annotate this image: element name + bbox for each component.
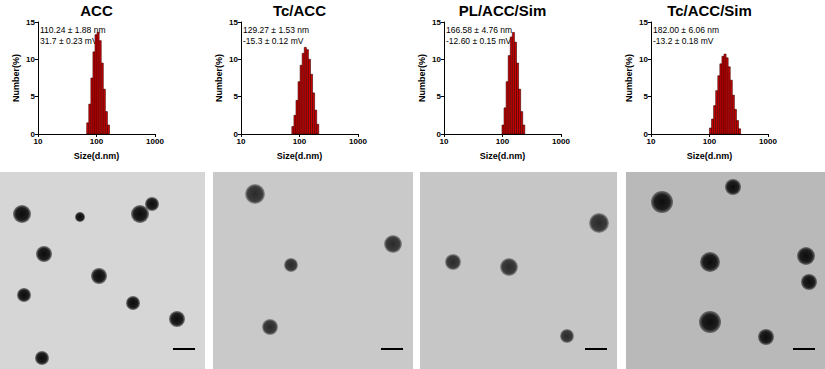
svg-text:Tc/ACC/Sim: Tc/ACC/Sim	[667, 2, 752, 19]
svg-text:-15.3 ± 0.12 mV: -15.3 ± 0.12 mV	[243, 36, 304, 46]
svg-text:15: 15	[432, 18, 441, 27]
svg-text:1000: 1000	[349, 137, 367, 146]
svg-text:5: 5	[644, 92, 649, 101]
svg-text:1000: 1000	[552, 137, 570, 146]
svg-text:-13.2 ± 0.18 mV: -13.2 ± 0.18 mV	[653, 36, 714, 46]
svg-text:100: 100	[90, 137, 104, 146]
svg-text:10: 10	[639, 55, 648, 64]
svg-text:10: 10	[229, 55, 238, 64]
svg-text:5: 5	[437, 92, 442, 101]
svg-text:Size(d.nm): Size(d.nm)	[74, 151, 120, 161]
svg-text:100: 100	[703, 137, 717, 146]
svg-text:10: 10	[237, 137, 246, 146]
svg-text:Tc/ACC: Tc/ACC	[273, 2, 326, 19]
svg-text:182.00 ± 6.06 nm: 182.00 ± 6.06 nm	[653, 25, 719, 35]
svg-text:5: 5	[31, 92, 36, 101]
svg-text:ACC: ACC	[80, 2, 113, 19]
svg-text:Size(d.nm): Size(d.nm)	[480, 151, 526, 161]
svg-text:Number(%): Number(%)	[214, 54, 224, 102]
svg-text:-12.60 ± 0.15 mV: -12.60 ± 0.15 mV	[446, 36, 511, 46]
svg-text:15: 15	[639, 18, 648, 27]
svg-text:Number(%): Number(%)	[624, 54, 634, 102]
svg-text:110.24 ± 1.88 nm: 110.24 ± 1.88 nm	[40, 25, 105, 35]
svg-text:100: 100	[496, 137, 510, 146]
svg-text:Number(%): Number(%)	[11, 54, 21, 102]
svg-text:Number(%): Number(%)	[417, 54, 427, 102]
svg-text:5: 5	[234, 92, 239, 101]
svg-text:166.58 ± 4.76 nm: 166.58 ± 4.76 nm	[446, 25, 512, 35]
svg-text:0: 0	[30, 129, 35, 139]
svg-text:Size(d.nm): Size(d.nm)	[277, 151, 323, 161]
svg-text:10: 10	[432, 55, 441, 64]
svg-text:1000: 1000	[759, 137, 777, 146]
svg-text:0: 0	[643, 129, 648, 139]
svg-text:10: 10	[26, 55, 35, 64]
svg-text:10: 10	[34, 137, 43, 146]
svg-text:PL/ACC/Sim: PL/ACC/Sim	[459, 2, 547, 19]
svg-text:100: 100	[293, 137, 307, 146]
svg-text:0: 0	[436, 129, 441, 139]
svg-text:1000: 1000	[146, 137, 164, 146]
svg-text:129.27 ± 1.53 nm: 129.27 ± 1.53 nm	[243, 25, 309, 35]
svg-text:0: 0	[233, 129, 238, 139]
svg-text:15: 15	[26, 18, 35, 27]
svg-text:10: 10	[440, 137, 449, 146]
svg-text:31.7 ± 0.23 mV: 31.7 ± 0.23 mV	[40, 36, 98, 46]
svg-text:15: 15	[229, 18, 238, 27]
svg-text:Size(d.nm): Size(d.nm)	[687, 151, 733, 161]
svg-text:10: 10	[647, 137, 656, 146]
